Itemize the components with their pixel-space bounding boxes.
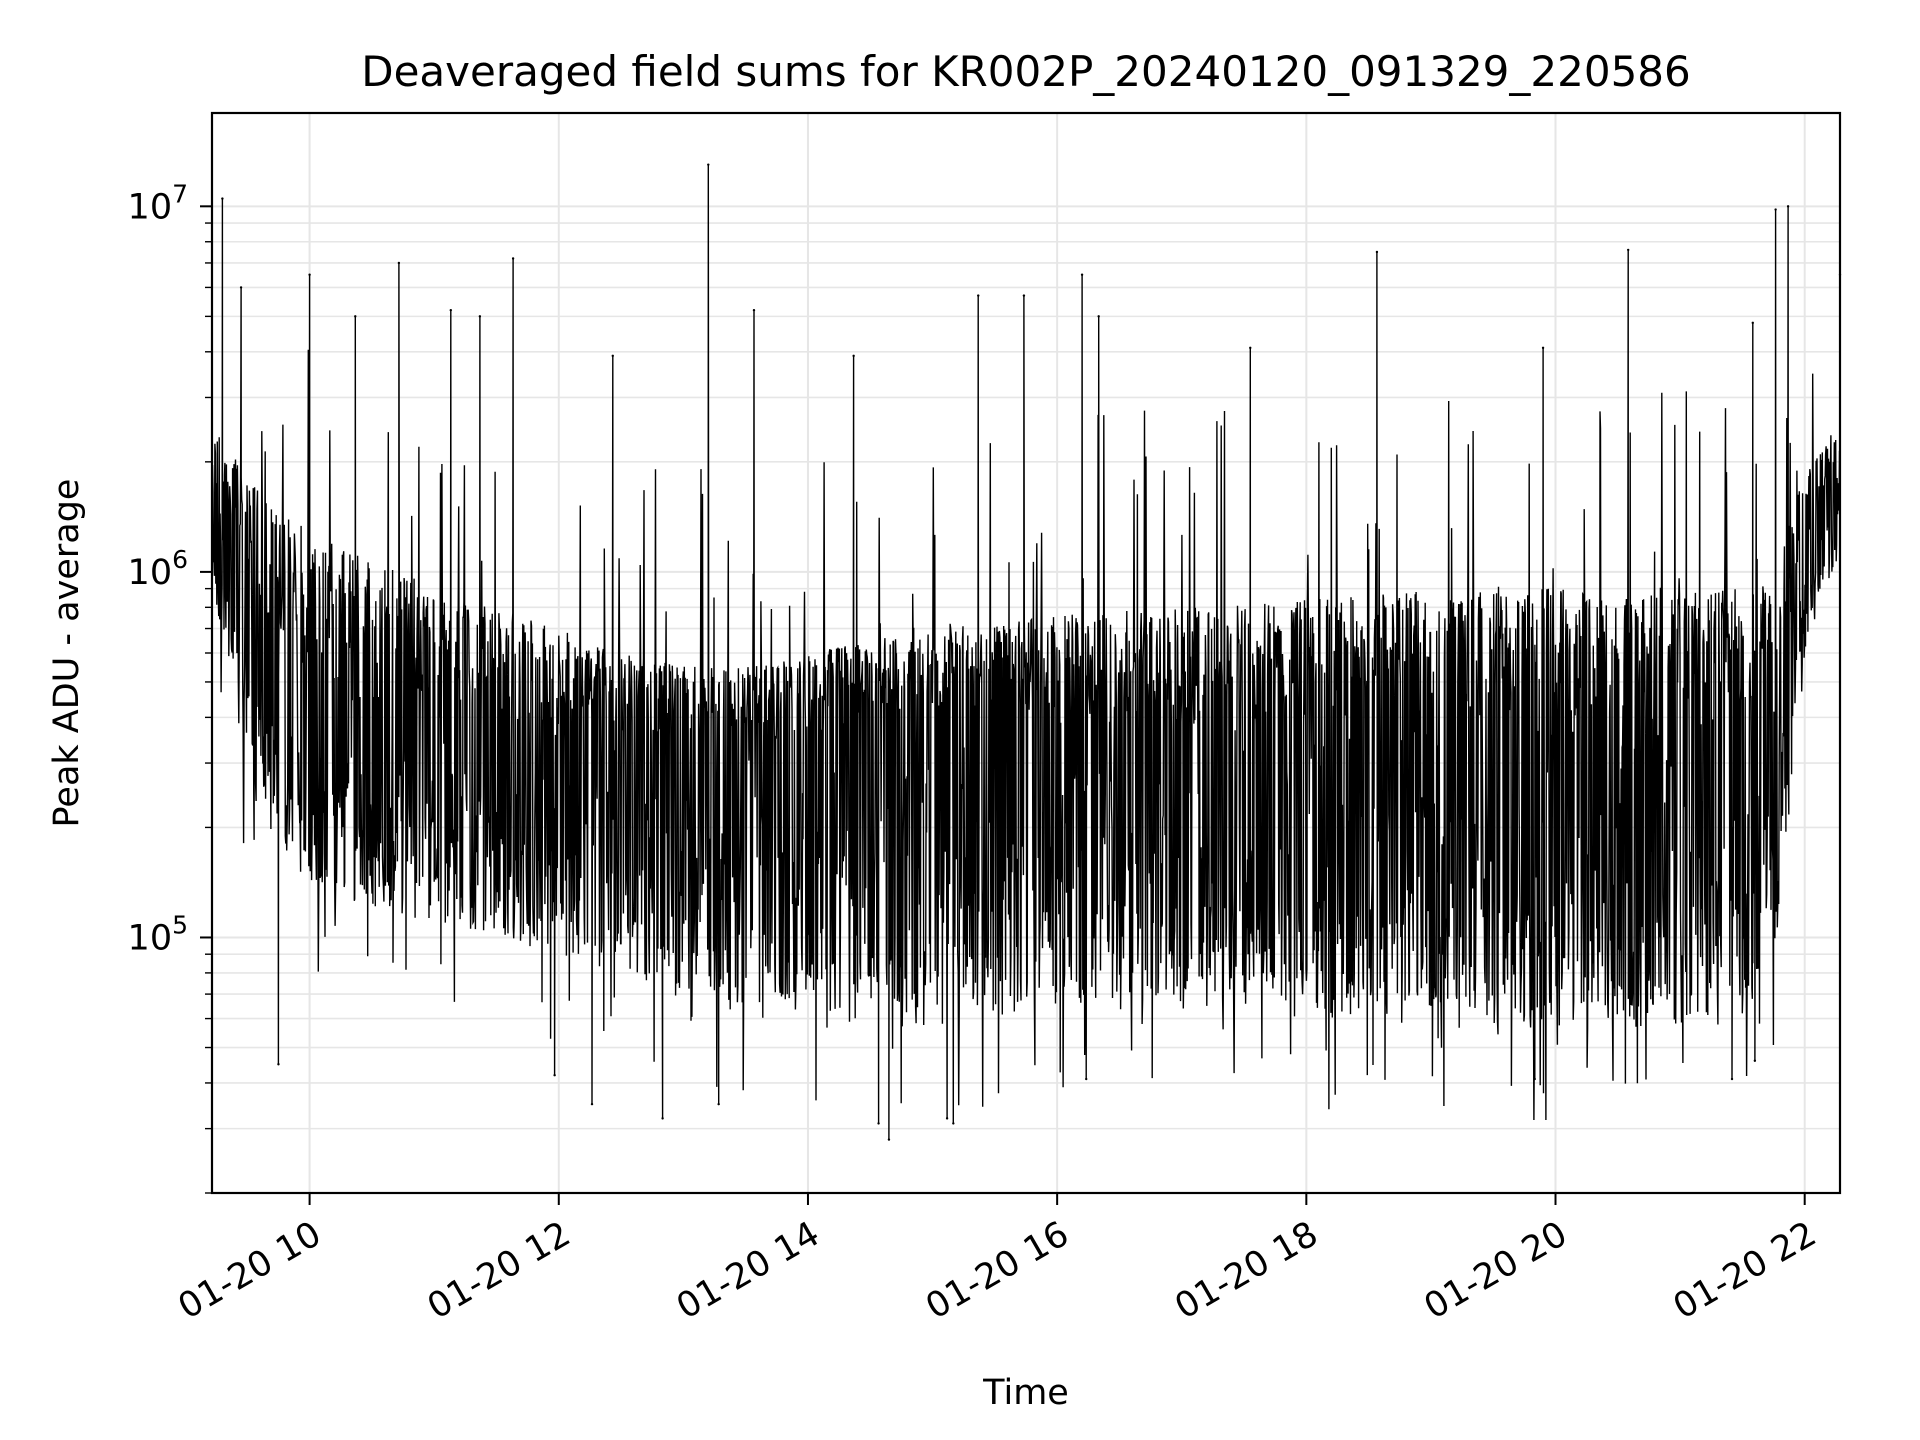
dip-point bbox=[717, 1102, 720, 1106]
x-axis-label: Time bbox=[982, 1373, 1069, 1413]
dip-point bbox=[887, 1138, 891, 1141]
spike-point bbox=[1022, 294, 1026, 297]
spike-point bbox=[308, 273, 311, 276]
spike-point bbox=[478, 315, 482, 318]
spike-point bbox=[1375, 250, 1379, 254]
spike-point bbox=[1249, 346, 1252, 350]
y-tick-label: 107 bbox=[128, 179, 188, 227]
spike-point bbox=[1774, 208, 1777, 211]
spike-point bbox=[852, 354, 855, 358]
spike-point bbox=[354, 315, 357, 318]
spike-point bbox=[977, 294, 980, 297]
dip-point bbox=[952, 1122, 955, 1125]
spike-point bbox=[1541, 346, 1545, 350]
spike-point bbox=[1751, 321, 1754, 325]
dip-point bbox=[590, 1102, 594, 1106]
y-tick-label: 105 bbox=[128, 910, 188, 958]
dip-point bbox=[1753, 1059, 1757, 1062]
dip-point bbox=[1730, 1077, 1734, 1081]
spike-point bbox=[1080, 273, 1084, 276]
dip-point bbox=[877, 1122, 880, 1125]
dip-point bbox=[277, 1063, 280, 1066]
y-axis-label: Peak ADU - average bbox=[47, 479, 87, 828]
spike-point bbox=[397, 261, 401, 265]
spike-point bbox=[752, 308, 756, 312]
spike-point bbox=[1786, 205, 1790, 208]
chart-title: Deaveraged field sums for KR002P_2024012… bbox=[361, 47, 1691, 96]
spike-point bbox=[707, 163, 710, 166]
spike-point bbox=[221, 197, 224, 200]
spike-point bbox=[239, 286, 243, 289]
y-tick-label: 106 bbox=[128, 545, 188, 593]
spike-point bbox=[511, 257, 515, 260]
data-layer bbox=[211, 163, 1842, 1141]
spike-point bbox=[449, 308, 453, 312]
spike-point bbox=[1626, 248, 1630, 252]
dip-point bbox=[553, 1074, 556, 1077]
dip-point bbox=[945, 1117, 949, 1120]
dip-point bbox=[1533, 1077, 1536, 1081]
spike-point bbox=[1097, 315, 1100, 318]
dip-point bbox=[661, 1117, 664, 1120]
dip-point bbox=[1085, 1077, 1088, 1081]
spike-point bbox=[611, 354, 614, 358]
